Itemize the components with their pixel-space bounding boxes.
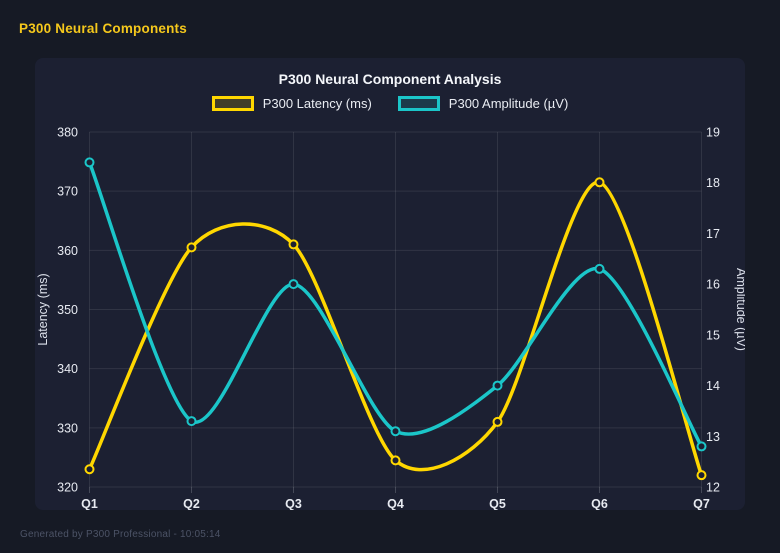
chart-title: P300 Neural Component Analysis xyxy=(278,71,502,87)
chart-legend: P300 Latency (ms) P300 Amplitude (µV) xyxy=(35,96,745,111)
left-axis-tick-label: 360 xyxy=(57,244,78,258)
x-axis-tick-label: Q5 xyxy=(489,497,506,510)
data-point-q2-latency[interactable] xyxy=(186,242,197,253)
left-axis-tick-label: 320 xyxy=(57,481,78,495)
data-point-q1-amplitude[interactable] xyxy=(84,157,95,168)
data-point-q5-latency[interactable] xyxy=(492,416,503,427)
data-point-q5-amplitude[interactable] xyxy=(492,380,503,391)
left-axis-tick-label: 340 xyxy=(57,362,78,376)
data-point-q1-latency[interactable] xyxy=(84,464,95,475)
right-axis-tick-label: 16 xyxy=(706,278,720,292)
right-axis-tick-label: 14 xyxy=(706,379,720,393)
legend-item-latency[interactable]: P300 Latency (ms) xyxy=(211,96,372,111)
legend-swatch-latency xyxy=(211,96,254,111)
right-axis-tick-label: 12 xyxy=(706,481,720,495)
legend-label-amplitude: P300 Amplitude (µV) xyxy=(448,96,569,111)
x-axis-tick-label: Q1 xyxy=(81,497,98,510)
data-point-q3-latency[interactable] xyxy=(288,239,299,250)
right-axis-tick-label: 13 xyxy=(706,430,720,444)
legend-swatch-amplitude xyxy=(397,96,440,111)
left-axis-tick-label: 380 xyxy=(57,126,78,140)
x-axis-tick-label: Q2 xyxy=(183,497,200,510)
right-axis-tick-label: 18 xyxy=(706,176,720,190)
data-point-q3-amplitude[interactable] xyxy=(288,279,299,290)
left-axis-tick-label: 330 xyxy=(57,421,78,435)
left-axis-title: Latency (ms) xyxy=(36,273,50,345)
data-point-q4-amplitude[interactable] xyxy=(390,426,401,437)
left-axis-tick-label: 350 xyxy=(57,303,78,317)
legend-label-latency: P300 Latency (ms) xyxy=(262,96,372,111)
right-axis-tick-label: 17 xyxy=(706,227,720,241)
right-axis-tick-label: 19 xyxy=(706,126,720,140)
data-point-q7-amplitude[interactable] xyxy=(696,441,707,452)
chart-plot-area: 320 330 340 350 360 370 380 12 13 14 15 16 17 18 19 Q1 Q… xyxy=(36,126,745,511)
data-point-q6-latency[interactable] xyxy=(594,177,605,188)
data-point-q6-amplitude[interactable] xyxy=(594,263,605,274)
chart-card: P300 Neural Component Analysis P300 Late… xyxy=(35,58,745,510)
data-point-q7-latency[interactable] xyxy=(696,470,707,481)
left-axis-tick-label: 370 xyxy=(57,185,78,199)
legend-item-amplitude[interactable]: P300 Amplitude (µV) xyxy=(397,96,569,111)
right-axis-title: Amplitude (µV) xyxy=(734,268,745,351)
data-point-q4-latency[interactable] xyxy=(390,455,401,466)
x-axis-tick-label: Q4 xyxy=(387,497,404,510)
right-axis-tick-label: 15 xyxy=(706,328,720,342)
page-title: P300 Neural Components xyxy=(19,21,187,36)
x-axis-tick-label: Q3 xyxy=(285,497,302,510)
data-point-q2-amplitude[interactable] xyxy=(186,416,197,427)
x-axis-tick-label: Q7 xyxy=(693,497,710,510)
footer-note: Generated by P300 Professional - 10:05:1… xyxy=(20,529,221,540)
x-axis-tick-label: Q6 xyxy=(591,497,608,510)
